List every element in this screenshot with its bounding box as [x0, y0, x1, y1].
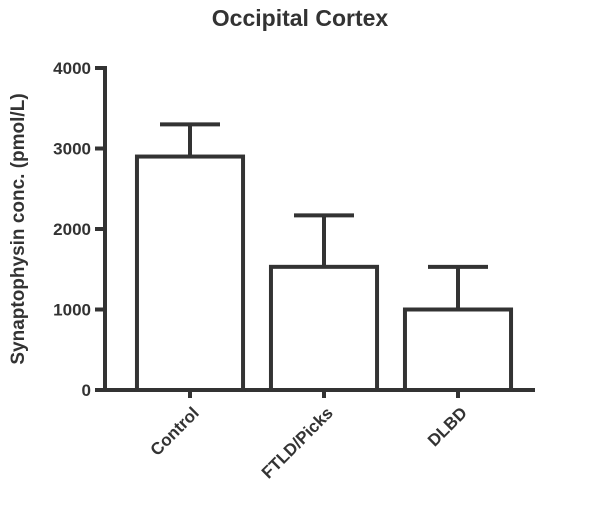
- y-tick-label: 0: [82, 381, 91, 400]
- x-tick-label: FTLD/Picks: [258, 403, 337, 482]
- chart-title: Occipital Cortex: [212, 5, 389, 31]
- y-axis-label: Synaptophysin conc. (pmol/L): [8, 93, 29, 364]
- bar: [402, 307, 514, 392]
- x-tick-label: Control: [147, 403, 203, 459]
- y-tick-label: 3000: [53, 140, 91, 159]
- y-tick-label: 4000: [53, 59, 91, 78]
- y-tick-label: 1000: [53, 301, 91, 320]
- bar: [134, 154, 246, 392]
- y-tick-label: 2000: [53, 220, 91, 239]
- x-tick-label: DLBD: [424, 403, 471, 450]
- bar: [268, 264, 380, 392]
